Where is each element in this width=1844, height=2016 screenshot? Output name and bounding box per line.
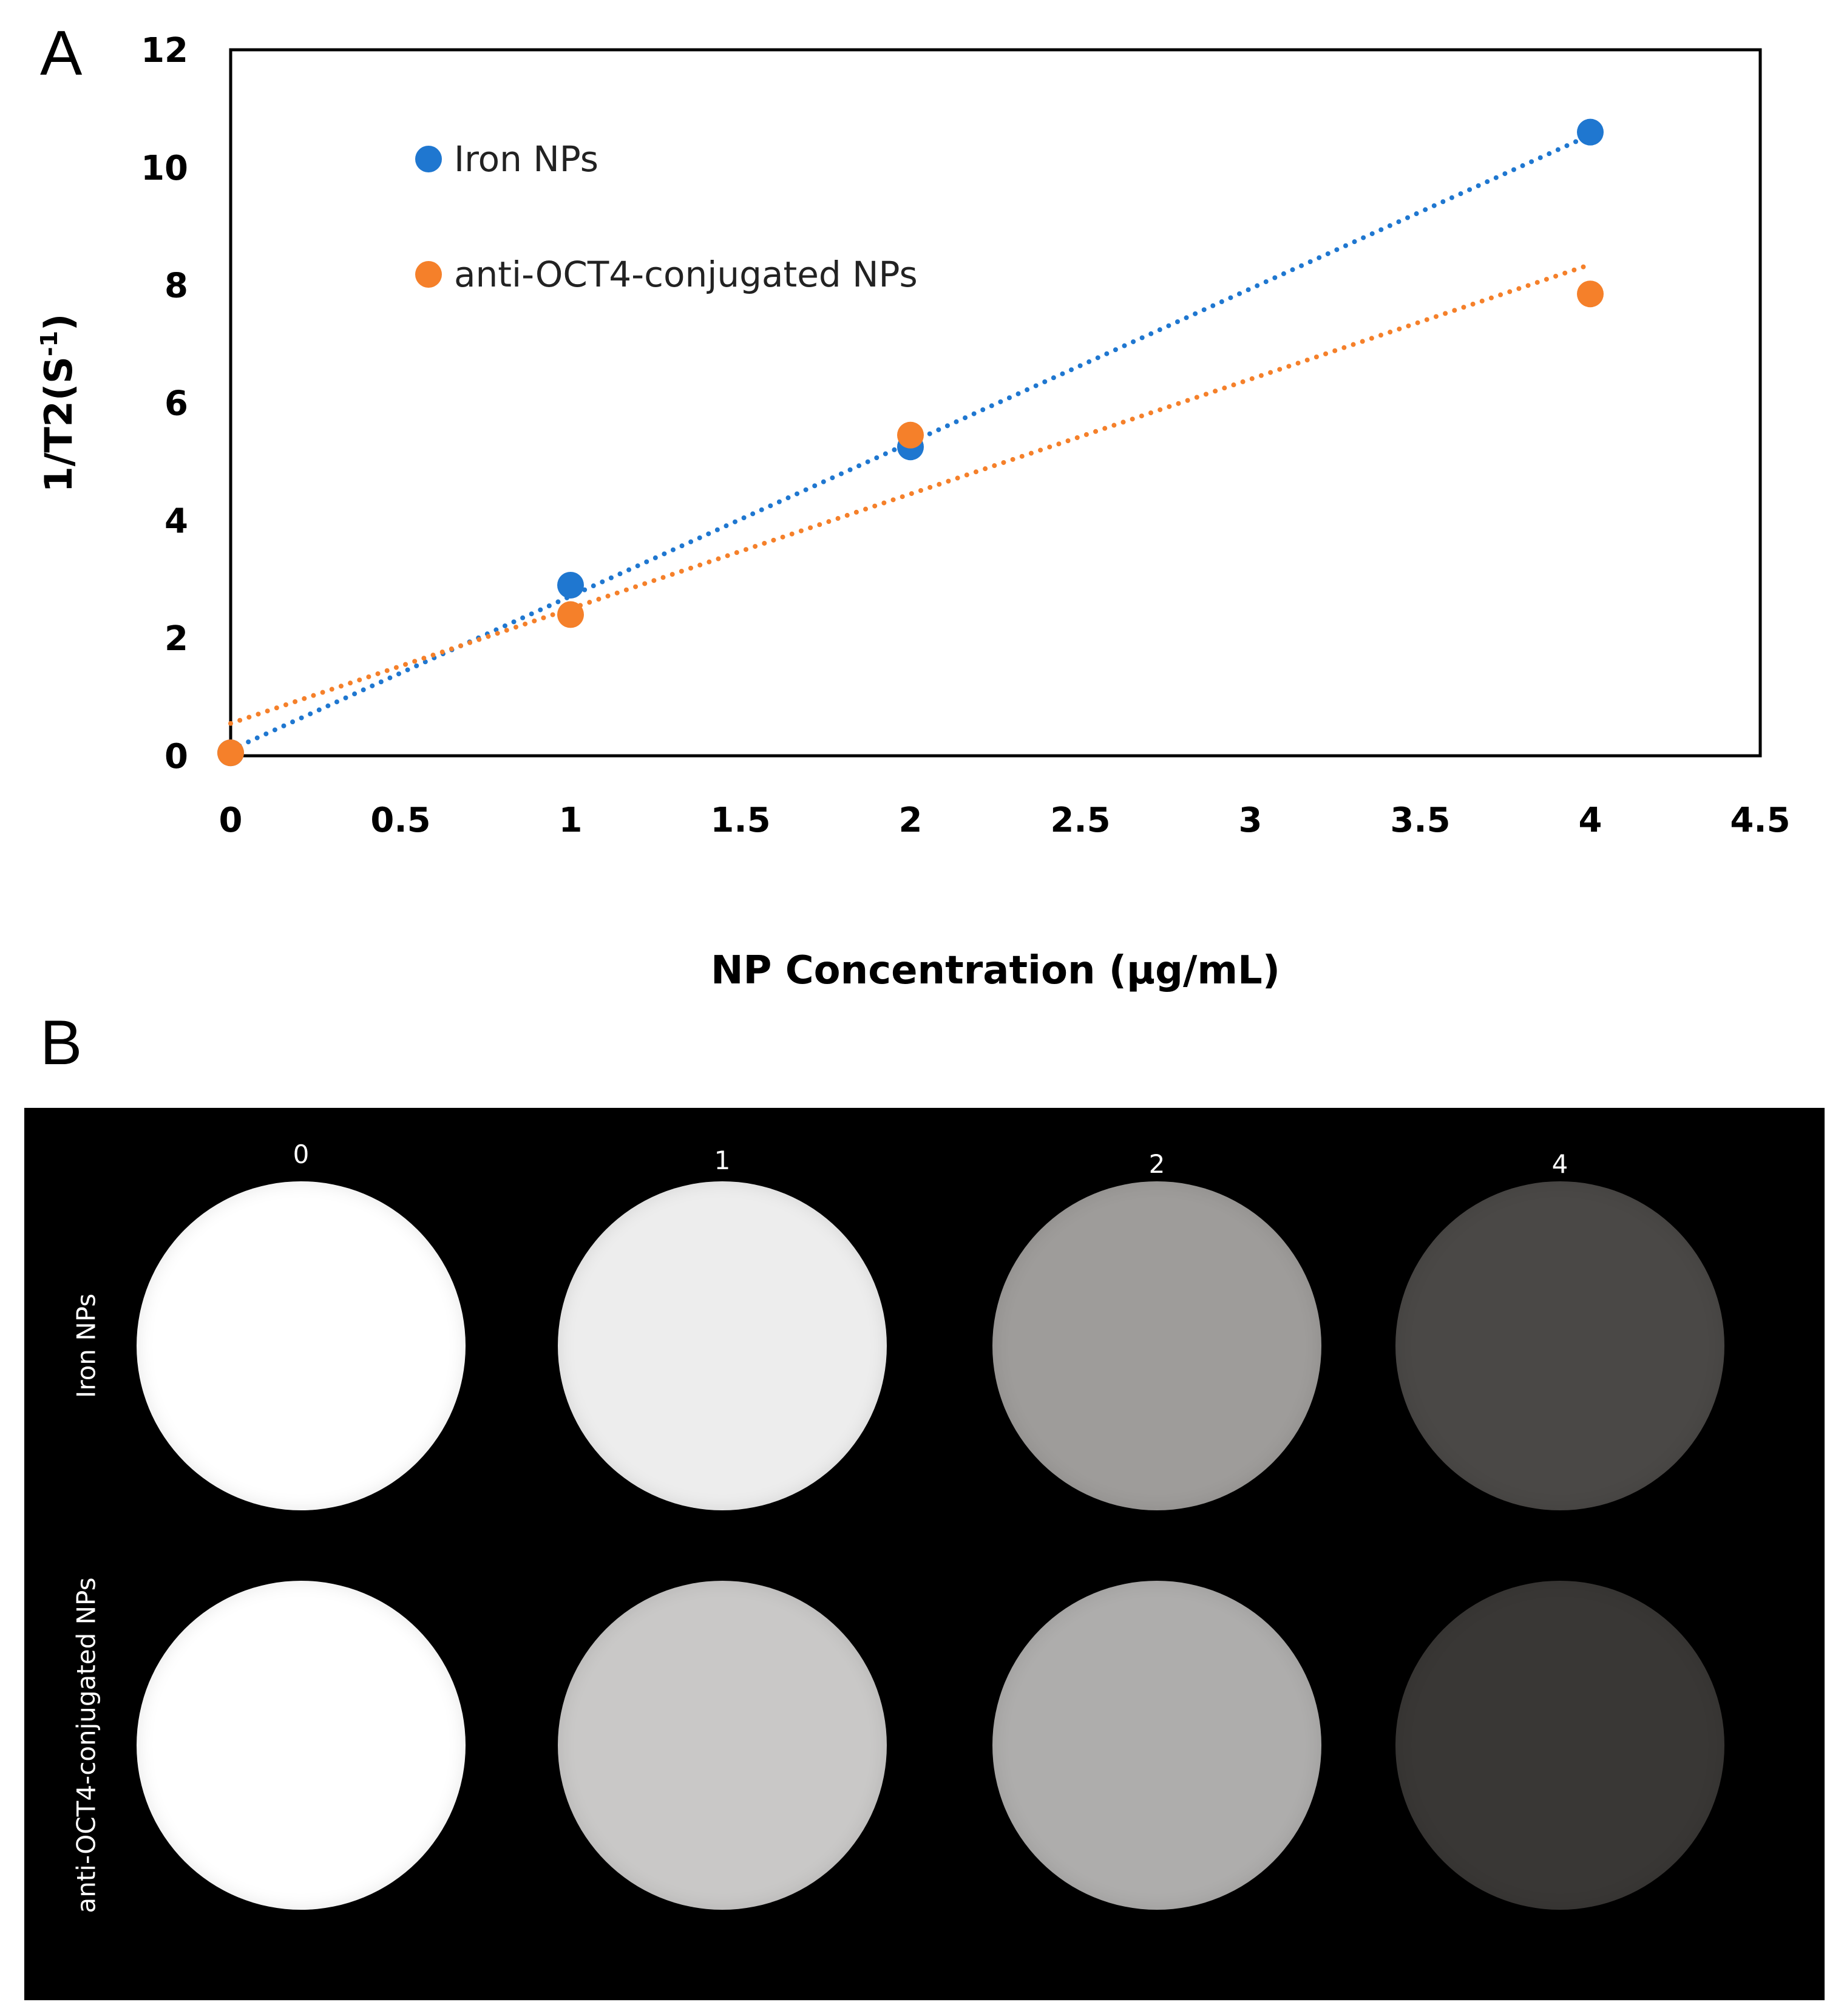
y-axis-label: 1/T2(S-1) (36, 314, 81, 493)
row-label: Iron NPs (71, 1293, 101, 1399)
concentration-label: 2 (1148, 1149, 1165, 1179)
x-tick-label: 4.5 (1730, 801, 1790, 840)
x-tick-label: 3 (1239, 801, 1263, 840)
y-tick-label: 8 (164, 266, 188, 306)
legend-marker-series-1 (415, 146, 442, 172)
scatter-chart: 0 0.5 1 1.5 2 2.5 3 3.5 4 4.5 0 2 4 6 8 10 12 Iron NPs an… (36, 31, 1791, 993)
x-tick-label: 0 (219, 801, 243, 840)
y-tick-label: 2 (164, 619, 188, 659)
x-tick-label: 4 (1579, 801, 1602, 840)
phantom-well (1395, 1181, 1724, 1510)
data-point-series-1 (1577, 118, 1604, 146)
phantom-well (137, 1581, 466, 1910)
phantom-well (1395, 1581, 1724, 1910)
data-point-series-2 (557, 601, 584, 628)
y-tick-label: 4 (164, 501, 188, 541)
concentration-label: 0 (293, 1139, 310, 1169)
x-tick-label: 2.5 (1050, 801, 1110, 840)
concentration-label: 1 (714, 1145, 731, 1175)
data-point-series-1 (557, 571, 584, 599)
y-tick-label: 6 (164, 384, 188, 424)
x-tick-label: 1.5 (710, 801, 770, 840)
y-tick-label: 10 (141, 149, 188, 188)
concentration-label: 4 (1551, 1149, 1568, 1179)
plot-area-border (229, 48, 1762, 758)
data-point-series-2 (1577, 280, 1604, 308)
data-point-series-2 (217, 739, 244, 767)
x-axis-label: NP Concentration (µg/mL) (711, 948, 1280, 993)
x-tick-label: 0.5 (370, 801, 430, 840)
row-label: anti-OCT4-conjugated NPs (71, 1577, 101, 1913)
panel-label-a: A (40, 18, 83, 89)
y-axis-label-superscript: -1 (36, 331, 63, 356)
data-point-series-2 (897, 421, 924, 449)
x-tick-label: 1 (559, 801, 583, 840)
x-tick-label: 2 (899, 801, 923, 840)
phantom-well (558, 1181, 887, 1510)
phantom-well (137, 1181, 466, 1510)
x-tick-label: 3.5 (1390, 801, 1450, 840)
y-tick-label: 12 (141, 31, 188, 70)
legend-label-series-2: anti-OCT4-conjugated NPs (454, 254, 918, 295)
legend-marker-series-2 (415, 261, 442, 288)
panel-label-b: B (40, 1008, 83, 1078)
phantom-well (992, 1181, 1321, 1510)
mri-phantom-panel: 0 1 2 4 Iron NPs anti-OCT4-conjugated NPs (24, 1108, 1825, 2000)
phantom-well (558, 1581, 887, 1910)
legend-label-series-1: Iron NPs (454, 138, 598, 180)
y-tick-label: 0 (164, 737, 188, 776)
phantom-well (992, 1581, 1321, 1910)
trendline-series-2 (228, 262, 1593, 726)
